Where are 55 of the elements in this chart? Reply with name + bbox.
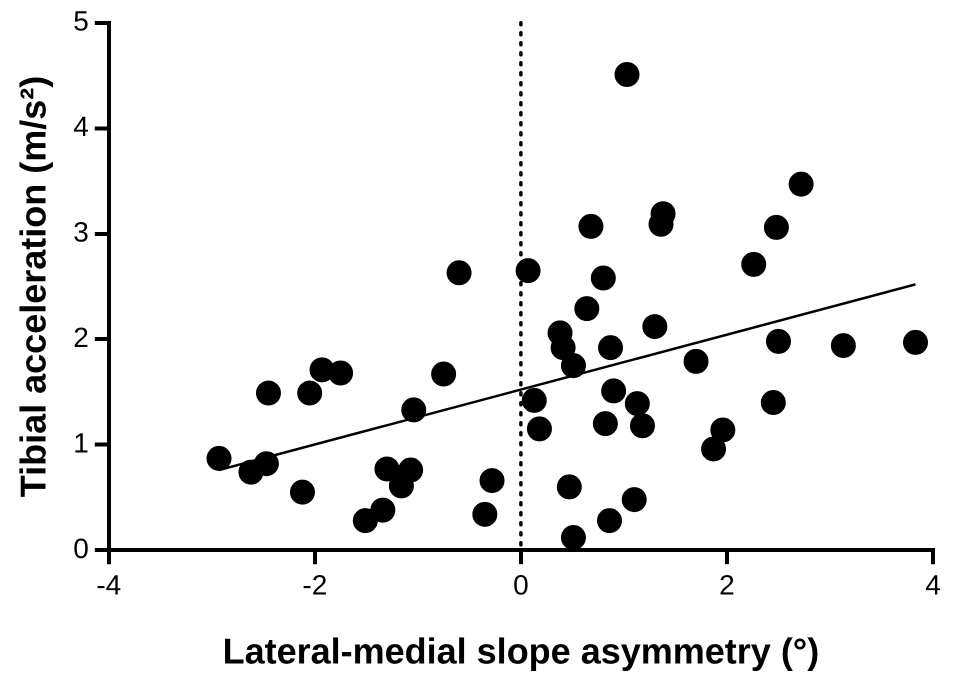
- point: [328, 360, 354, 386]
- y-axis-title: Tibial acceleration (m/s²): [12, 76, 54, 498]
- point: [526, 416, 552, 442]
- point: [596, 508, 622, 534]
- point: [370, 498, 396, 523]
- point: [401, 397, 426, 422]
- point: [446, 260, 472, 286]
- y-tick-label: 4: [73, 111, 89, 142]
- point: [398, 458, 424, 483]
- point: [624, 391, 650, 416]
- point: [788, 172, 814, 197]
- point: [374, 456, 400, 482]
- x-tick-label: -2: [302, 570, 328, 601]
- point: [431, 362, 456, 387]
- point: [254, 451, 279, 476]
- point: [701, 436, 726, 462]
- point: [598, 335, 624, 360]
- y-tick-label: 1: [73, 427, 89, 458]
- point: [574, 296, 600, 322]
- point: [522, 388, 547, 413]
- point: [830, 333, 856, 358]
- point: [601, 378, 626, 404]
- y-tick-label: 0: [73, 532, 89, 564]
- point: [290, 480, 315, 505]
- point: [764, 214, 789, 240]
- point: [760, 390, 786, 416]
- y-tick-label: 5: [73, 6, 89, 37]
- point: [480, 468, 505, 494]
- x-tick-label: 2: [719, 570, 735, 601]
- y-tick-label: 2: [73, 322, 89, 353]
- point: [902, 330, 928, 355]
- point: [578, 214, 604, 239]
- x-tick-label: 4: [925, 570, 941, 601]
- point: [256, 380, 281, 406]
- point: [741, 252, 766, 277]
- point: [642, 314, 668, 340]
- point: [614, 62, 640, 87]
- point: [592, 411, 618, 436]
- point: [472, 502, 498, 527]
- point: [710, 417, 736, 442]
- point: [684, 348, 709, 374]
- point: [352, 508, 378, 534]
- x-tick-label: -4: [96, 570, 122, 601]
- point: [206, 446, 232, 471]
- x-tick-label: 0: [513, 570, 529, 601]
- point: [560, 353, 586, 378]
- y-tick-label: 3: [73, 216, 89, 248]
- point: [297, 380, 322, 406]
- x-axis-title: Lateral-medial slope asymmetry (°): [222, 630, 820, 672]
- point: [590, 266, 616, 291]
- point: [766, 328, 791, 354]
- point: [622, 487, 647, 512]
- point: [516, 258, 541, 284]
- point: [630, 413, 655, 438]
- point: [556, 474, 582, 500]
